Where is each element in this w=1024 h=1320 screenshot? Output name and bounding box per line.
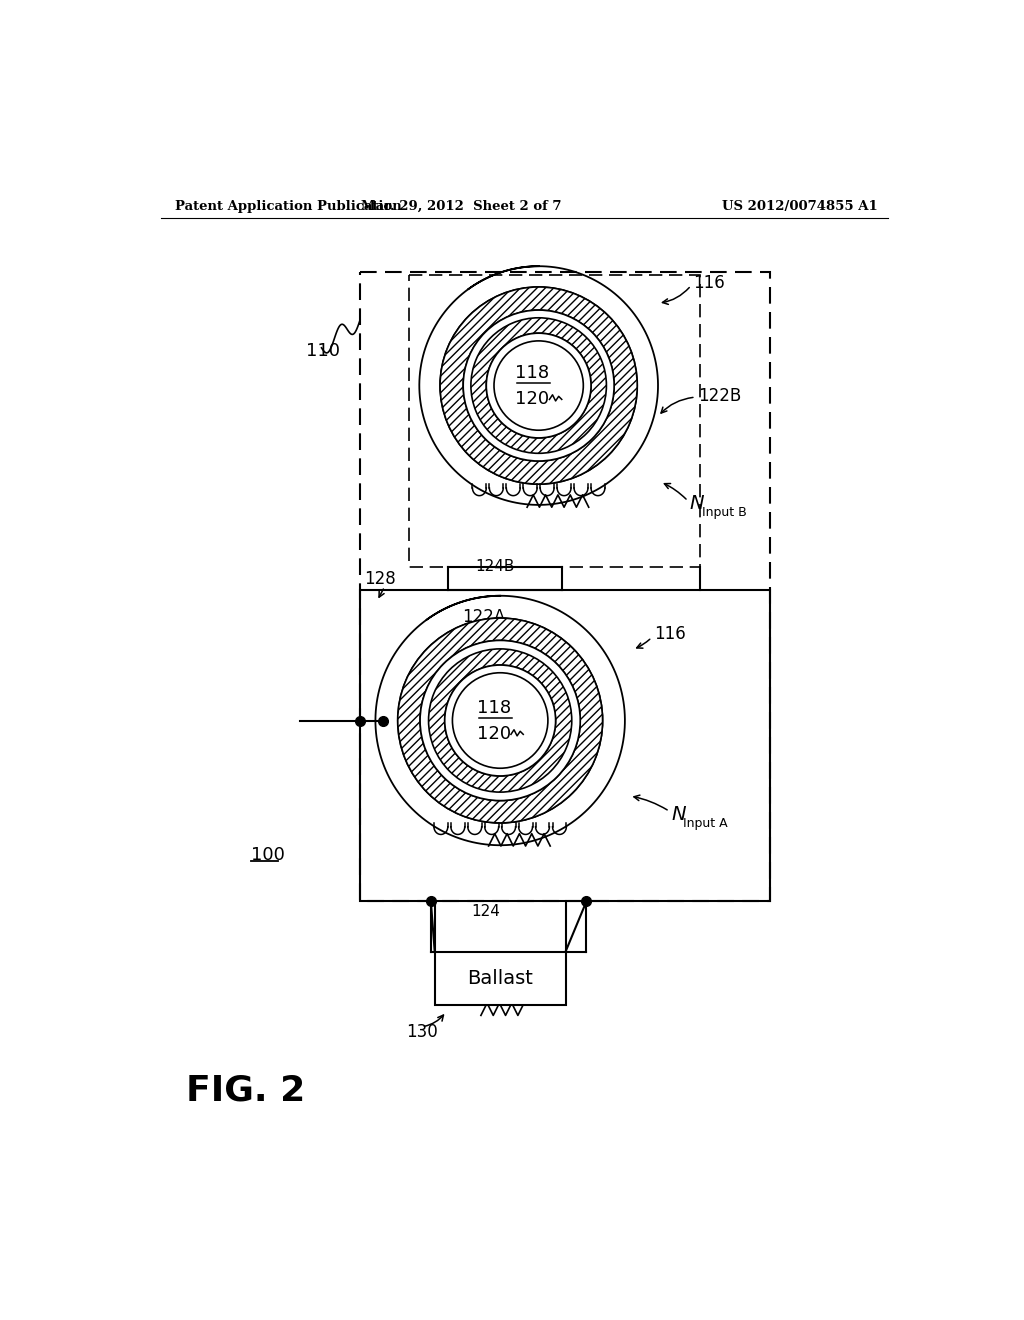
Text: 120: 120 (477, 726, 511, 743)
Text: 116: 116 (654, 626, 686, 643)
Text: 110: 110 (306, 342, 340, 360)
Text: Patent Application Publication: Patent Application Publication (175, 199, 402, 213)
Text: 116: 116 (692, 275, 724, 292)
Text: Input A: Input A (683, 817, 728, 830)
Text: Mar. 29, 2012  Sheet 2 of 7: Mar. 29, 2012 Sheet 2 of 7 (361, 199, 562, 213)
Text: 124: 124 (472, 904, 501, 919)
Circle shape (486, 333, 591, 438)
Circle shape (440, 286, 637, 484)
Circle shape (420, 640, 581, 800)
Text: FIG. 2: FIG. 2 (186, 1073, 305, 1107)
Text: N: N (689, 494, 705, 513)
Text: 118: 118 (477, 700, 511, 717)
Text: 128: 128 (364, 570, 395, 589)
Bar (410, 276, 700, 566)
Text: 118: 118 (515, 364, 550, 383)
Text: US 2012/0074855 A1: US 2012/0074855 A1 (722, 199, 878, 213)
Text: Input B: Input B (701, 506, 746, 519)
Circle shape (453, 673, 548, 768)
Circle shape (494, 341, 584, 430)
Text: 124B: 124B (475, 558, 515, 574)
Text: 122A: 122A (462, 609, 505, 626)
Bar (360, 272, 770, 902)
Text: 120: 120 (515, 391, 550, 408)
Circle shape (444, 665, 556, 776)
Circle shape (463, 310, 614, 461)
Bar (435, 952, 565, 1006)
Bar (360, 590, 770, 902)
Text: 100: 100 (252, 846, 286, 865)
Text: N: N (671, 805, 686, 824)
Circle shape (397, 618, 602, 822)
Text: Ballast: Ballast (467, 969, 534, 987)
Text: 122B: 122B (698, 387, 741, 404)
Text: 130: 130 (407, 1023, 438, 1041)
